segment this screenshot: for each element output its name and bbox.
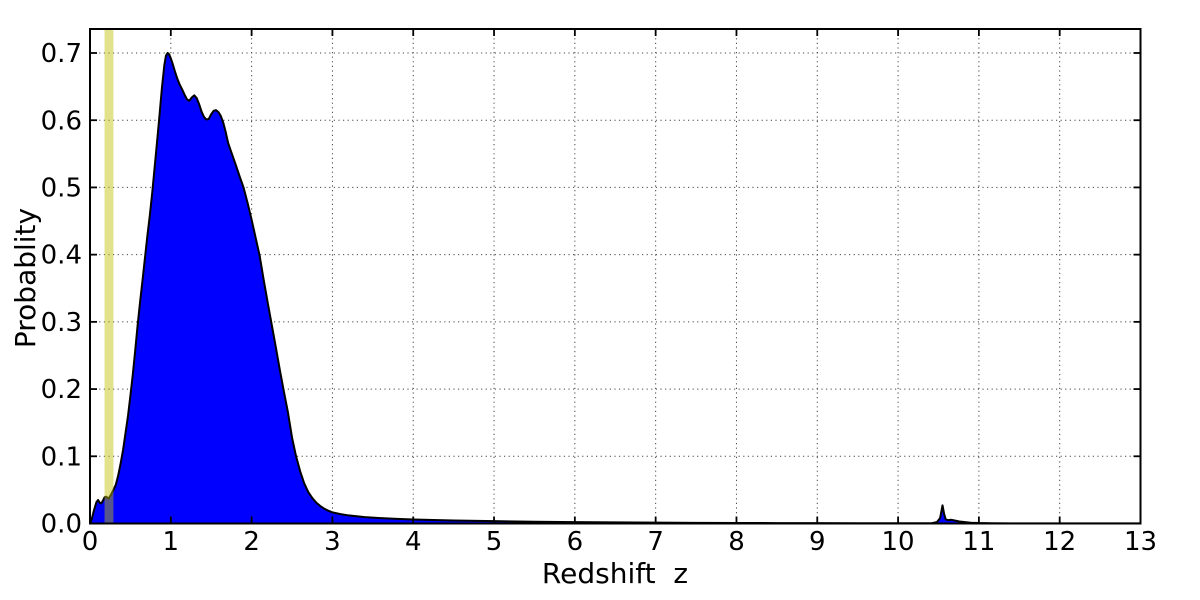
x-tick-label-6: 6 [567,527,584,557]
y-tick-label-0.5: 0.5 [41,174,82,204]
x-tick-label-2: 2 [243,527,260,557]
y-tick-label-0.6: 0.6 [41,106,82,136]
plot-frame [89,28,1142,525]
x-tick-label-0: 0 [82,527,99,557]
x-axis-label: Redshift z [541,557,689,590]
y-tick-label-0.7: 0.7 [41,39,82,69]
x-tick-label-13: 13 [1124,527,1157,557]
y-tick-label-0.1: 0.1 [41,442,82,472]
x-tick-label-8: 8 [728,527,745,557]
x-tick-label-1: 1 [163,527,180,557]
x-tick-label-12: 12 [1043,527,1076,557]
y-tick-label-0.4: 0.4 [41,241,82,271]
x-tick-label-11: 11 [962,527,995,557]
x-tick-label-10: 10 [882,527,915,557]
x-tick-label-4: 4 [405,527,422,557]
y-axis-label: Probablity [9,207,42,349]
y-tick-label-0.3: 0.3 [41,308,82,338]
x-tick-label-3: 3 [324,527,341,557]
y-tick-label-0.2: 0.2 [41,375,82,405]
pdf-area-fill [90,53,1141,524]
y-tick-label-0.0: 0.0 [41,510,82,540]
x-tick-label-5: 5 [486,527,503,557]
highlight-band [104,29,114,524]
x-tick-label-7: 7 [647,527,664,557]
x-tick-label-9: 9 [809,527,826,557]
